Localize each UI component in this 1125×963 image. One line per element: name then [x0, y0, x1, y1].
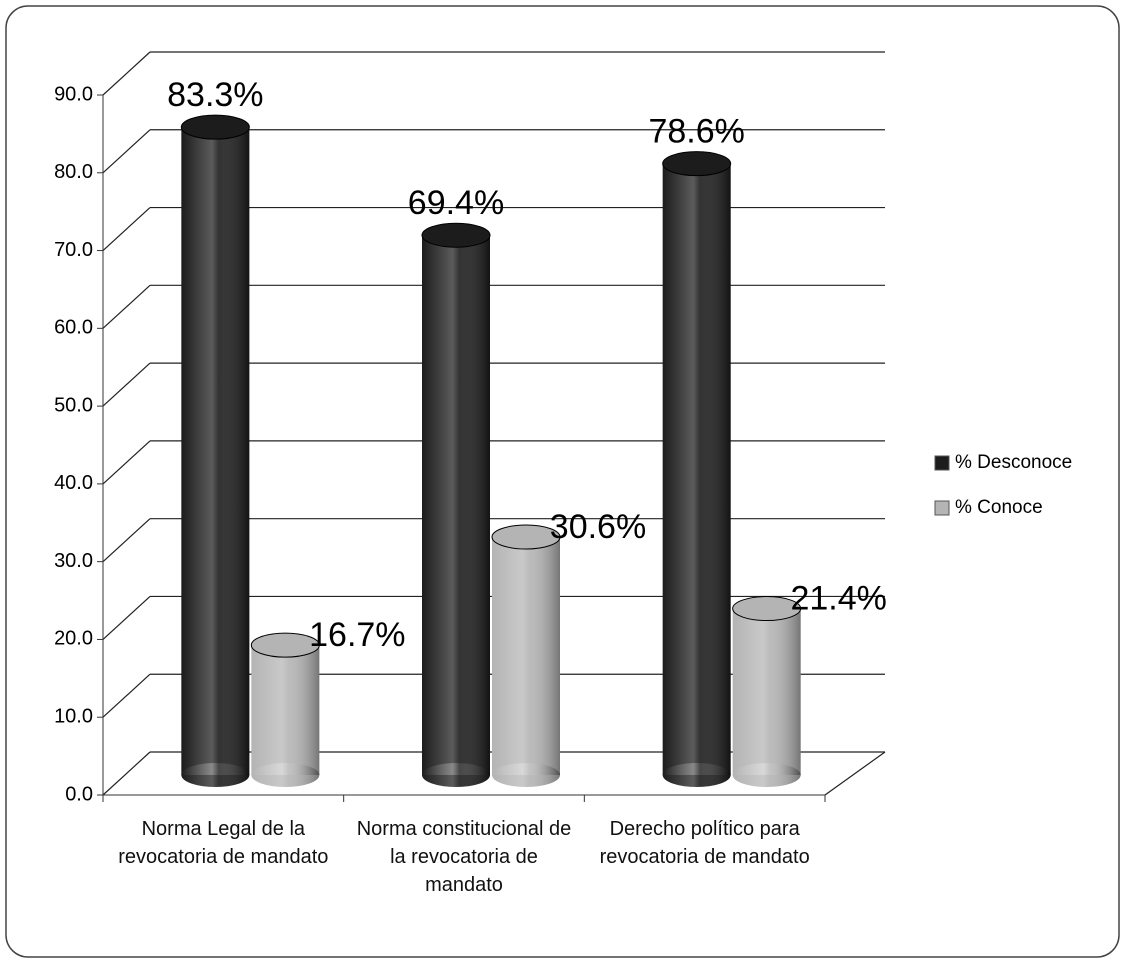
grid-line-side	[102, 207, 151, 251]
y-tick-label: 90.0	[54, 83, 93, 105]
legend-swatch	[934, 455, 950, 471]
data-label: 69.4%	[408, 184, 504, 222]
cylinder	[491, 524, 561, 787]
y-tick-label: 60.0	[54, 317, 93, 339]
cylinder-shade	[251, 645, 320, 775]
cylinder-top	[732, 596, 802, 622]
cylinder-top	[180, 114, 250, 140]
data-label: 16.7%	[309, 616, 405, 654]
grid-line-side	[102, 51, 151, 96]
y-tick-label: 50.0	[54, 394, 93, 416]
y-tick-label: 40.0	[54, 472, 93, 494]
y-tick-label: 70.0	[54, 239, 93, 261]
y-tick-label: 30.0	[54, 550, 93, 572]
grid-line-side	[102, 284, 151, 329]
cylinder-base-shade	[732, 763, 801, 787]
cylinder	[662, 151, 732, 787]
x-tick-label: Norma Legal de la revocatoria de mandato	[118, 818, 329, 868]
cylinder-base-shade	[492, 763, 560, 787]
grid-line-side	[102, 673, 151, 718]
legend-label: % Desconoce	[955, 452, 1072, 473]
grid-line-side	[102, 362, 151, 407]
floor-edge	[824, 751, 886, 796]
x-tick-label: Norma constitucional de la revocatoria d…	[356, 818, 572, 896]
cylinder	[250, 632, 320, 787]
cylinder-shade	[492, 537, 560, 775]
legend-label: % Conoce	[955, 497, 1043, 518]
cylinder-shade	[662, 163, 731, 775]
cylinder-base-shade	[422, 763, 490, 787]
grid-line-side	[102, 751, 151, 796]
data-label: 21.4%	[790, 580, 886, 618]
cylinder	[421, 222, 491, 787]
y-tick-label: 80.0	[54, 161, 93, 183]
cylinder-top	[491, 524, 561, 550]
grid-line-side	[102, 440, 151, 485]
y-tick-label: 10.0	[54, 706, 93, 728]
grid-line-side	[102, 518, 151, 563]
cylinder-top	[421, 222, 491, 248]
cylinder-base-shade	[251, 763, 320, 787]
data-label: 30.6%	[550, 508, 646, 546]
x-tick-label: Derecho político para revocatoria de man…	[599, 818, 810, 868]
data-label: 78.6%	[648, 113, 744, 151]
legend-swatch	[934, 500, 950, 516]
cylinder-base-shade	[181, 763, 250, 787]
cylinder-shade	[732, 608, 801, 775]
y-tick-label: 20.0	[54, 628, 93, 650]
y-tick-label: 0.0	[65, 783, 93, 805]
cylinder-shade	[422, 235, 490, 775]
data-label: 83.3%	[167, 76, 263, 114]
cylinder-top	[662, 151, 732, 177]
grid-line-side	[102, 596, 151, 640]
grid-line-side	[102, 129, 151, 174]
cylinder	[180, 114, 250, 787]
cylinder	[732, 596, 802, 787]
cylinder-base-shade	[662, 763, 731, 787]
cylinder-shade	[181, 127, 250, 776]
cylinder-top	[250, 632, 320, 658]
